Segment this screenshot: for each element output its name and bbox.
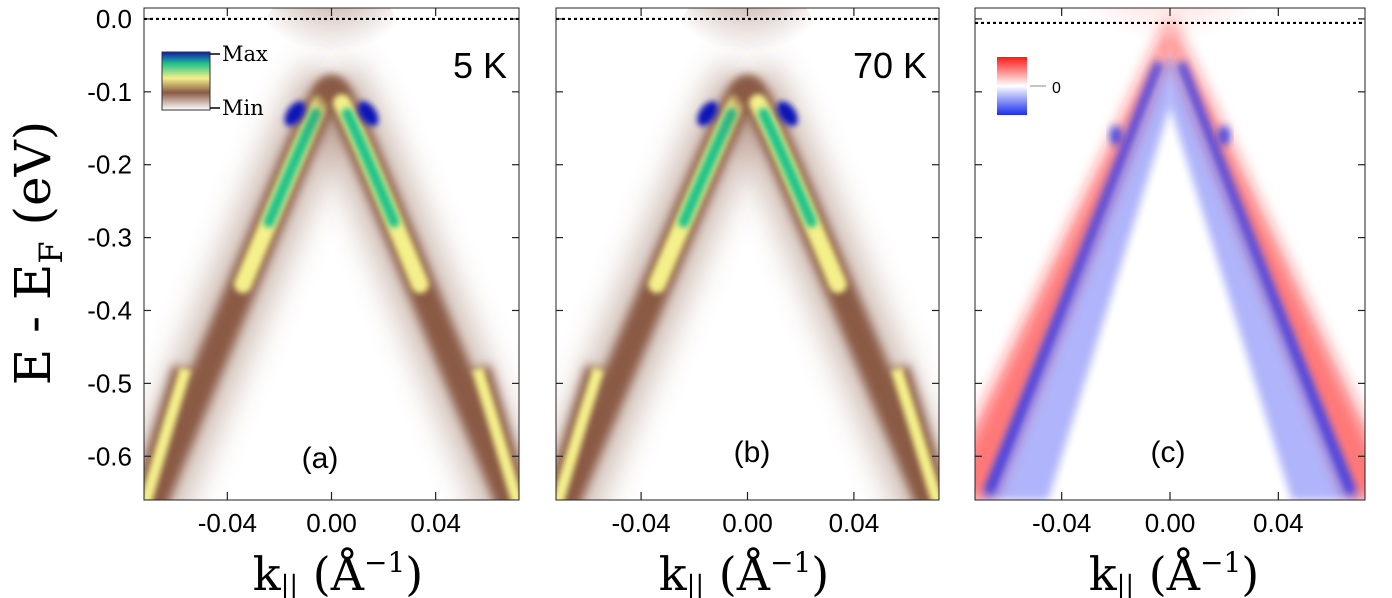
- colorbar-c: [997, 57, 1027, 115]
- y-tick-label: -0.2: [87, 150, 132, 180]
- y-tick-label: -0.6: [87, 441, 132, 471]
- x-tick-label-b: 0.00: [722, 508, 773, 538]
- intensity-max-1: [777, 101, 798, 127]
- x-tick-label-c: 0.00: [1145, 508, 1196, 538]
- panel-label-a: (a): [302, 442, 339, 475]
- y-tick-label: -0.1: [87, 77, 132, 107]
- colorbar-c-zero-label: 0: [1052, 80, 1061, 97]
- x-axis-title-c: k|| (Å−1): [1089, 546, 1259, 598]
- lower-branch-core-left: [144, 367, 192, 500]
- band-green-left: [678, 108, 737, 228]
- x-tick-label-c: 0.04: [1253, 508, 1304, 538]
- panel-c-spectrum: [975, 8, 1365, 500]
- temperature-label-b: 70 K: [853, 45, 927, 86]
- panel-a: [143, 7, 520, 501]
- lower-branch-core-left: [556, 367, 605, 500]
- x-tick-label-a: 0.00: [306, 508, 357, 538]
- panel-label-c: (c): [1151, 436, 1186, 469]
- annotations: (a) 5 K (b) 70 K (c) Max Min 0: [144, 17, 1365, 475]
- axis-tick-labels: -0.04 0.00 0.04 0.0 -0.1 -0.2 -0.3 -0.4 -0.5 -0.6…: [87, 4, 1303, 538]
- y-tick-label: 0.0: [96, 4, 132, 34]
- x-tick-label-c: -0.04: [1032, 508, 1091, 538]
- band-green-right: [758, 108, 817, 228]
- y-tick-label: -0.4: [87, 295, 132, 325]
- panel-c: [974, 7, 1366, 501]
- x-axis-title-a: k|| (Å−1): [253, 546, 423, 598]
- panel-a-spectrum: [144, 8, 519, 500]
- intensity-max-0: [284, 101, 306, 127]
- colorbar-a: [161, 51, 211, 111]
- temperature-label-a: 5 K: [453, 45, 507, 86]
- lower-branch-core-right: [471, 367, 519, 500]
- y-tick-label: -0.3: [87, 223, 132, 253]
- x-tick-label-a: 0.04: [410, 508, 461, 538]
- x-tick-label-b: 0.04: [829, 508, 880, 538]
- diff-blue-max-left: [1109, 125, 1122, 146]
- colorbar-a-max-label: Max: [222, 42, 268, 66]
- x-tick-label-b: -0.04: [611, 508, 670, 538]
- intensity-max-1: [357, 101, 379, 127]
- y-tick-label: -0.5: [87, 368, 132, 398]
- y-axis-title: E - EF (eV): [4, 121, 70, 386]
- diff-blue-edge-left: [983, 60, 1164, 495]
- diff-blue-edge-right: [1176, 60, 1357, 495]
- band-green-right: [341, 108, 400, 228]
- x-axis-title-b: k|| (Å−1): [659, 546, 829, 598]
- panel-b: [555, 7, 940, 501]
- x-tick-label-a: -0.04: [198, 508, 257, 538]
- diff-blue-max-right: [1218, 125, 1231, 146]
- intensity-max-0: [697, 101, 718, 127]
- lower-branch-core-right: [890, 367, 939, 500]
- band-green-left: [263, 108, 322, 228]
- panel-label-b: (b): [734, 436, 771, 469]
- colorbar-a-min-label: Min: [222, 96, 264, 120]
- panel-b-spectrum: [556, 8, 939, 500]
